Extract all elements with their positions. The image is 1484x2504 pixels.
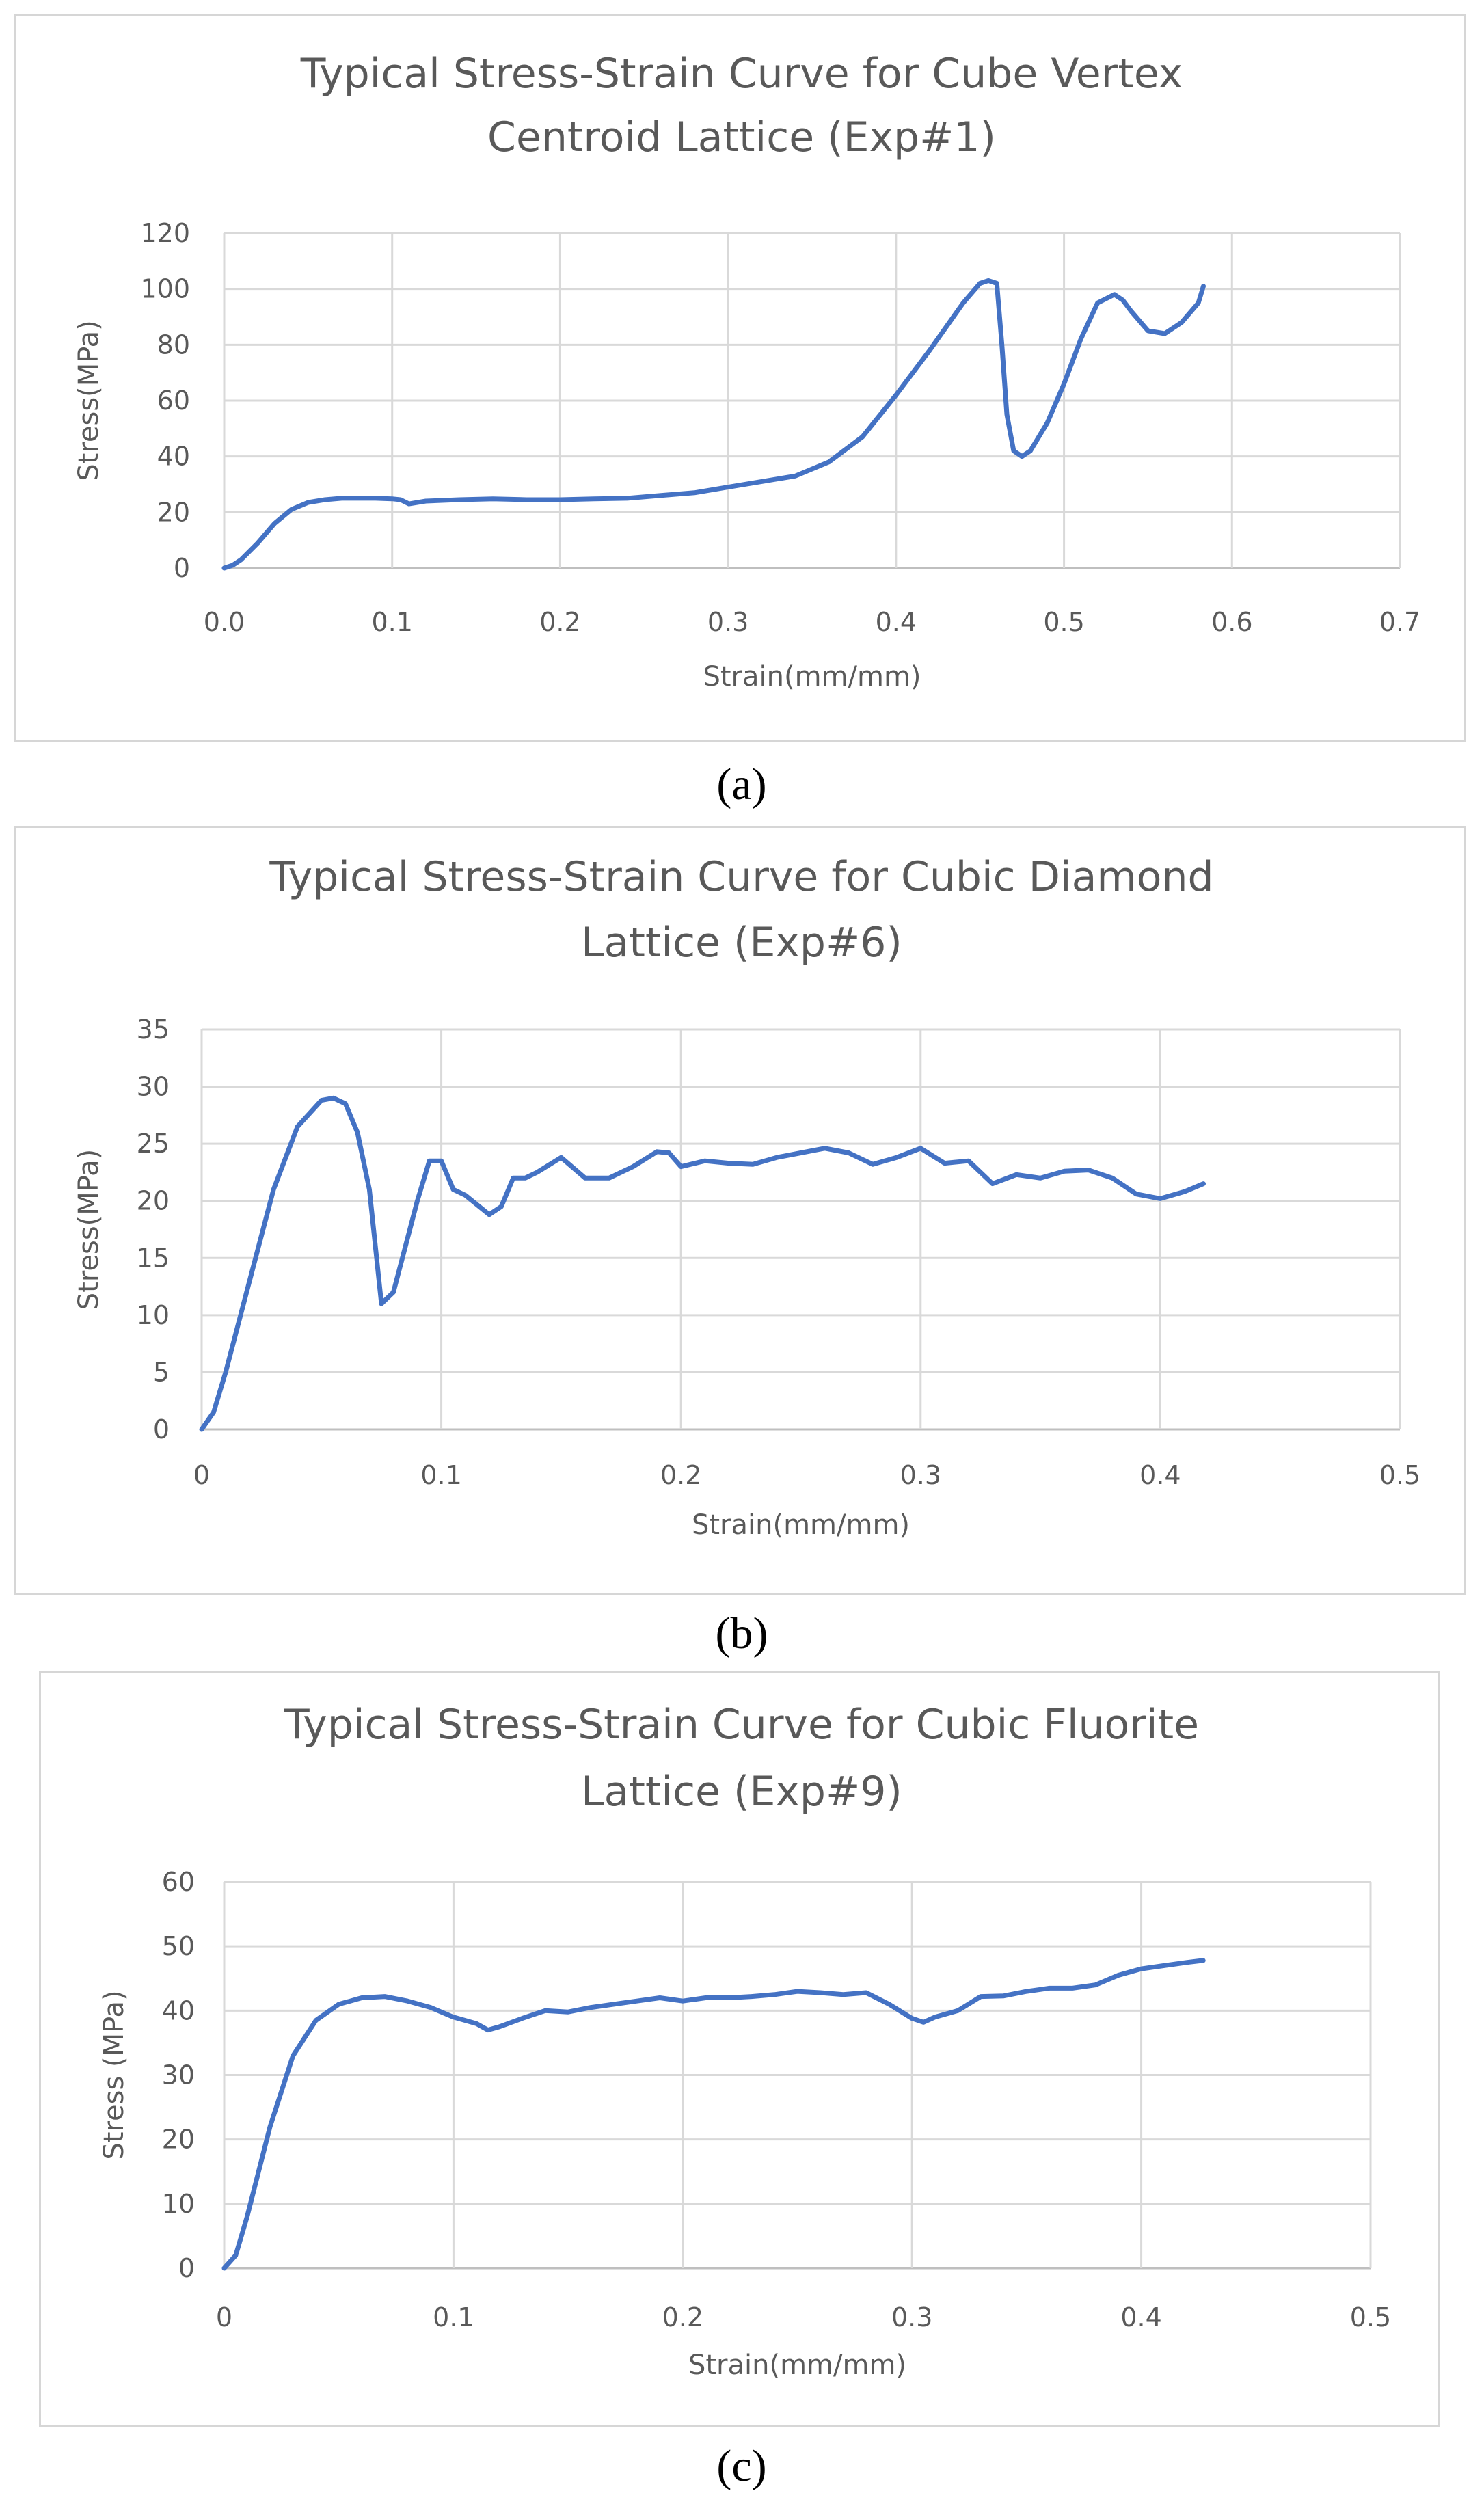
y-tick-label: 100 [140,274,190,304]
chart-title-line-1: Typical Stress-Strain Curve for Cubic Fl… [284,1701,1199,1749]
y-axis-label: Stress(MPa) [73,1149,105,1310]
y-tick-label: 10 [137,1300,170,1330]
y-tick-label: 0 [153,1414,170,1444]
x-tick-label: 0.3 [707,607,748,637]
caption-c: (c) [716,2441,767,2491]
y-tick-label: 20 [137,1186,170,1216]
chart-title-line-1: Typical Stress-Strain Curve for Cubic Di… [269,853,1213,901]
y-tick-label: 120 [140,218,190,248]
chart-title-line-2: Lattice (Exp#6) [581,919,902,967]
chart-b: Typical Stress-Strain Curve for Cubic Di… [73,853,1420,1541]
chart-panel-a: Typical Stress-Strain Curve for Cube Ver… [14,14,1466,742]
x-tick-label: 0.6 [1211,607,1252,637]
y-axis-label: Stress (MPa) [98,1990,130,2159]
y-tick-label: 10 [162,2189,195,2219]
y-tick-label: 25 [137,1129,170,1159]
y-tick-label: 60 [157,386,190,416]
series-line-Exp9 [221,1958,1206,2271]
x-tick-label: 0.5 [1379,1460,1420,1490]
caption-a: (a) [716,759,767,809]
y-tick-label: 15 [137,1243,170,1273]
y-tick-label: 0 [174,553,190,583]
x-tick-label: 0 [193,1460,210,1490]
series-line-Exp6 [199,1095,1206,1432]
x-tick-label: 0.4 [1120,2302,1161,2332]
x-tick-label: 0.2 [660,1460,701,1490]
y-tick-label: 30 [137,1072,170,1102]
y-tick-label: 40 [162,1995,195,2025]
y-tick-label: 60 [162,1867,195,1897]
chart-title-line-1: Typical Stress-Strain Curve for Cube Ver… [300,50,1183,98]
y-tick-label: 35 [137,1014,170,1045]
chart-panel-c: Typical Stress-Strain Curve for Cubic Fl… [39,1671,1440,2427]
chart-title-line-2: Centroid Lattice (Exp#1) [487,113,996,161]
y-tick-label: 80 [157,329,190,360]
y-tick-label: 0 [178,2253,195,2283]
y-tick-label: 5 [153,1357,170,1387]
x-axis-label: Strain(mm/mm) [688,2350,906,2381]
x-tick-label: 0.3 [891,2302,932,2332]
y-tick-label: 20 [157,497,190,527]
caption-b: (b) [715,1608,768,1658]
x-tick-label: 0.1 [433,2302,474,2332]
x-axis-label: Strain(mm/mm) [703,661,921,692]
y-tick-label: 40 [157,442,190,472]
chart-panel-b: Typical Stress-Strain Curve for Cubic Di… [14,826,1466,1595]
x-tick-label: 0.0 [204,607,245,637]
x-tick-label: 0 [216,2302,232,2332]
x-tick-label: 0.4 [1139,1460,1181,1490]
x-tick-label: 0.1 [371,607,412,637]
x-tick-label: 0.5 [1043,607,1084,637]
x-tick-label: 0.7 [1379,607,1420,637]
x-tick-label: 0.2 [662,2302,703,2332]
series-line-Exp1 [221,278,1206,571]
x-tick-label: 0.2 [539,607,580,637]
y-tick-label: 20 [162,2125,195,2155]
x-tick-label: 0.4 [876,607,917,637]
chart-title-line-2: Lattice (Exp#9) [581,1768,902,1816]
x-tick-label: 0.3 [900,1460,941,1490]
y-axis-label: Stress(MPa) [73,320,105,481]
x-axis-label: Strain(mm/mm) [692,1509,910,1541]
chart-c: Typical Stress-Strain Curve for Cubic Fl… [98,1701,1391,2381]
x-tick-label: 0.1 [420,1460,461,1490]
y-tick-label: 50 [162,1931,195,1961]
x-tick-label: 0.5 [1350,2302,1391,2332]
chart-a: Typical Stress-Strain Curve for Cube Ver… [73,50,1420,692]
y-tick-label: 30 [162,2060,195,2090]
